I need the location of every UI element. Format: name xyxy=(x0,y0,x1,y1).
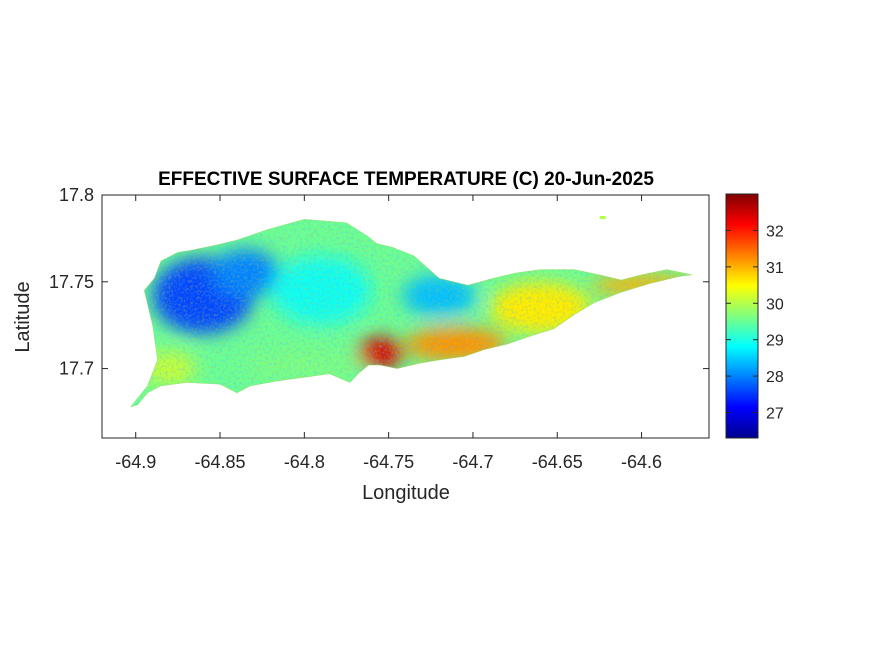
x-tick-label: -64.8 xyxy=(284,452,325,472)
x-tick-label: -64.75 xyxy=(363,452,414,472)
y-axis-label: Latitude xyxy=(12,281,34,352)
x-axis-label: Longitude xyxy=(362,482,450,504)
y-axis: 17.7 17.75 17.8 xyxy=(49,185,709,379)
colorbar-tick-label: 27 xyxy=(766,406,784,423)
x-axis: -64.9 -64.85 -64.8 -64.75 -64.7 -64.65 -64.6 xyxy=(115,195,662,472)
islet-pixel xyxy=(599,216,606,220)
island-outline xyxy=(129,218,693,408)
colorbar-tick-label: 29 xyxy=(766,333,784,350)
colorbar: 27 28 29 30 31 32 xyxy=(725,193,784,439)
axes-frame xyxy=(101,194,710,439)
colorbar-ticks: 27 28 29 30 31 32 xyxy=(726,223,784,423)
x-tick-label: -64.65 xyxy=(532,452,583,472)
colorbar-tick-label: 31 xyxy=(766,260,784,277)
colorbar-tick-label: 32 xyxy=(766,223,784,240)
y-tick-label: 17.7 xyxy=(59,359,94,379)
chart-title: EFFECTIVE SURFACE TEMPERATURE (C) 20-Jun… xyxy=(158,169,654,190)
y-tick-label: 17.75 xyxy=(49,272,94,292)
colorbar-gradient xyxy=(725,193,759,439)
colorbar-tick-label: 30 xyxy=(766,296,784,313)
plot-area: -64.9 -64.85 -64.8 -64.75 -64.7 -64.65 -64.6 1… xyxy=(49,185,710,472)
x-tick-label: -64.6 xyxy=(621,452,662,472)
x-tick-label: -64.7 xyxy=(452,452,493,472)
y-tick-label: 17.8 xyxy=(59,185,94,205)
colorbar-tick-label: 28 xyxy=(766,369,784,386)
x-tick-label: -64.9 xyxy=(115,452,156,472)
x-tick-label: -64.85 xyxy=(195,452,246,472)
